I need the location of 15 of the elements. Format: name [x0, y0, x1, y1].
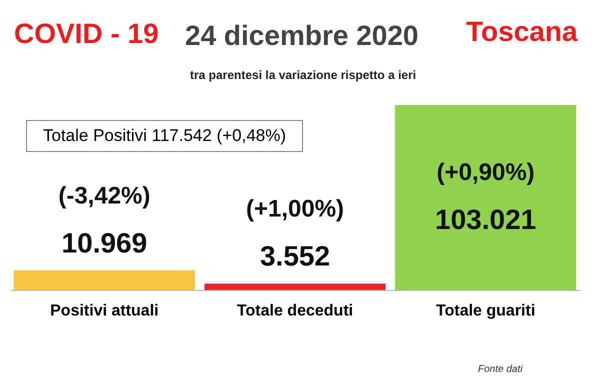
annotation: (-3,42%): [58, 182, 150, 210]
data-label: 103.021: [435, 204, 536, 235]
text: Toscana: [466, 16, 578, 48]
annotation: (+0,90%): [436, 159, 535, 186]
data-label: 10.969: [62, 227, 148, 258]
annotation: (+1,00%): [246, 196, 344, 223]
chart-subtitle: tra parentesi la variazione rispetto a ieri: [190, 68, 416, 82]
x-tick-label: Positivi attuali: [50, 302, 159, 320]
text: 24 dicembre 2020: [185, 20, 418, 52]
annotation: Totale Positivi 117.542 (+0,48%): [26, 120, 304, 152]
x-tick-label: Totale deceduti: [236, 302, 354, 320]
source-note: Fonte dati: [478, 364, 522, 375]
data-label: 3.552: [260, 240, 330, 272]
x-tick-label: Totale guariti: [436, 302, 536, 320]
chart-title: COVID - 19: [14, 18, 159, 50]
